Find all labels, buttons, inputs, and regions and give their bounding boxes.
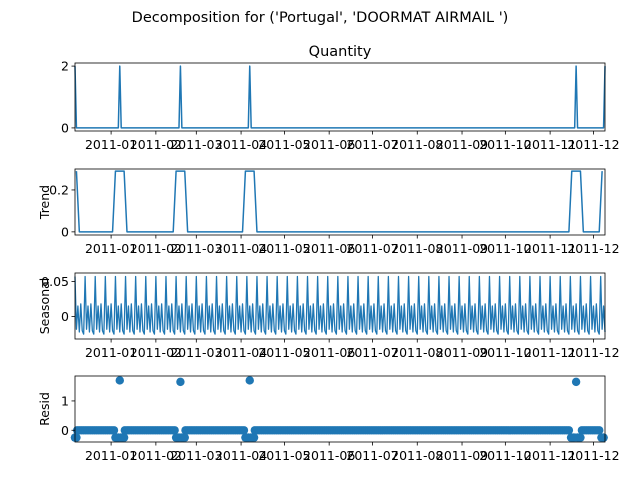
panel-observed: 022011-012011-022011-032011-042011-05201…: [61, 44, 620, 152]
resid-xtick-label: 2011-04: [215, 448, 267, 463]
panel-resid: 012011-012011-022011-032011-042011-05201…: [37, 375, 620, 463]
seasonal-xtick-label: 2011-02: [130, 345, 182, 360]
resid-point: [109, 426, 119, 435]
resid-xtick-label: 2011-05: [258, 448, 310, 463]
observed-xtick-label: 2011-06: [303, 137, 355, 152]
observed-xtick-label: 2011-03: [170, 137, 222, 152]
resid-point: [72, 433, 81, 442]
trend-series-line: [75, 170, 603, 233]
seasonal-series-line: [74, 275, 606, 335]
resid-ytick-label: 1: [61, 393, 69, 408]
resid-point: [239, 426, 249, 435]
resid-point: [571, 377, 581, 387]
observed-xtick-label: 2011-10: [479, 137, 531, 152]
resid-point: [115, 376, 124, 385]
trend-xtick-label: 2011-01: [85, 241, 137, 256]
resid-xtick-label: 2011-12: [567, 448, 619, 463]
resid-ylabel: Resid: [37, 392, 52, 426]
resid-xtick-label: 2011-11: [524, 448, 576, 463]
trend-xtick-label: 2011-07: [346, 241, 398, 256]
resid-xtick-label: 2011-03: [170, 448, 222, 463]
trend-ytick-label: 0.2: [49, 182, 69, 197]
trend-xtick-label: 2011-06: [303, 241, 355, 256]
observed-ytick-label: 2: [61, 59, 69, 74]
resid-xtick-label: 2011-07: [346, 448, 398, 463]
resid-xtick-label: 2011-06: [303, 448, 355, 463]
seasonal-ytick-label: 0: [61, 309, 69, 324]
resid-point: [599, 433, 608, 442]
observed-xtick-label: 2011-04: [215, 137, 267, 152]
trend-xtick-label: 2011-09: [436, 241, 488, 256]
observed-xtick-label: 2011-11: [524, 137, 576, 152]
resid-point: [176, 377, 185, 387]
seasonal-axes-frame: [74, 272, 606, 340]
seasonal-xtick-label: 2011-03: [170, 345, 222, 360]
resid-xtick-label: 2011-08: [391, 448, 443, 463]
seasonal-xtick-label: 2011-01: [85, 345, 137, 360]
resid-xtick-label: 2011-02: [130, 448, 182, 463]
trend-xtick-label: 2011-04: [215, 241, 267, 256]
seasonal-xtick-label: 2011-10: [479, 345, 531, 360]
observed-xtick-label: 2011-12: [567, 137, 619, 152]
observed-panel-title: Quantity: [309, 44, 372, 60]
trend-ytick-label: 0: [61, 224, 69, 239]
figure-title: Decomposition for ('Portugal', 'DOORMAT …: [132, 10, 509, 26]
panel-seasonal: 0 0.05 2011-012011-022011-032011-042011-05…: [37, 272, 620, 360]
resid-point: [180, 433, 189, 442]
resid-xtick-label: 2011-10: [479, 448, 531, 463]
panel-trend: 00.22011-012011-022011-032011-042011-052…: [37, 168, 620, 256]
trend-xtick-label: 2011-11: [524, 241, 576, 256]
panels-group: 022011-012011-022011-032011-042011-05201…: [37, 44, 620, 463]
resid-point: [564, 426, 574, 435]
seasonal-xtick-label: 2011-11: [524, 345, 576, 360]
seasonal-xtick-label: 2011-05: [258, 345, 310, 360]
resid-point: [170, 426, 179, 435]
trend-xtick-label: 2011-05: [258, 241, 310, 256]
trend-xtick-label: 2011-12: [567, 241, 619, 256]
resid-xtick-label: 2011-09: [436, 448, 488, 463]
seasonal-xtick-label: 2011-08: [391, 345, 443, 360]
resid-point: [576, 433, 585, 442]
observed-ytick-label: 0: [61, 120, 69, 135]
resid-xtick-label: 2011-01: [85, 448, 137, 463]
seasonal-ylabel: Seasonal: [37, 278, 52, 335]
observed-xtick-label: 2011-09: [436, 137, 488, 152]
resid-axes-frame: [74, 375, 606, 443]
observed-axes-frame: [74, 62, 606, 132]
resid-point: [249, 433, 259, 442]
observed-xtick-label: 2011-05: [258, 137, 310, 152]
resid-point: [119, 433, 129, 442]
trend-xtick-label: 2011-03: [170, 241, 222, 256]
observed-series-line: [74, 65, 606, 129]
seasonal-ytick-label: 0.05: [41, 274, 69, 289]
trend-xtick-label: 2011-02: [130, 241, 182, 256]
trend-xtick-label: 2011-10: [479, 241, 531, 256]
seasonal-xtick-label: 2011-12: [567, 345, 619, 360]
observed-xtick-label: 2011-01: [85, 137, 137, 152]
observed-xtick-label: 2011-02: [130, 137, 182, 152]
resid-ytick-label: 0: [61, 423, 69, 438]
trend-ylabel: Trend: [37, 185, 52, 220]
trend-axes-frame: [74, 168, 606, 236]
trend-xtick-label: 2011-08: [391, 241, 443, 256]
seasonal-xtick-label: 2011-04: [215, 345, 267, 360]
resid-point: [595, 426, 604, 435]
resid-point: [245, 376, 254, 385]
seasonal-xtick-label: 2011-07: [346, 345, 398, 360]
seasonal-xtick-label: 2011-09: [436, 345, 488, 360]
observed-xtick-label: 2011-08: [391, 137, 443, 152]
observed-xtick-label: 2011-07: [346, 137, 398, 152]
seasonal-xtick-label: 2011-06: [303, 345, 355, 360]
